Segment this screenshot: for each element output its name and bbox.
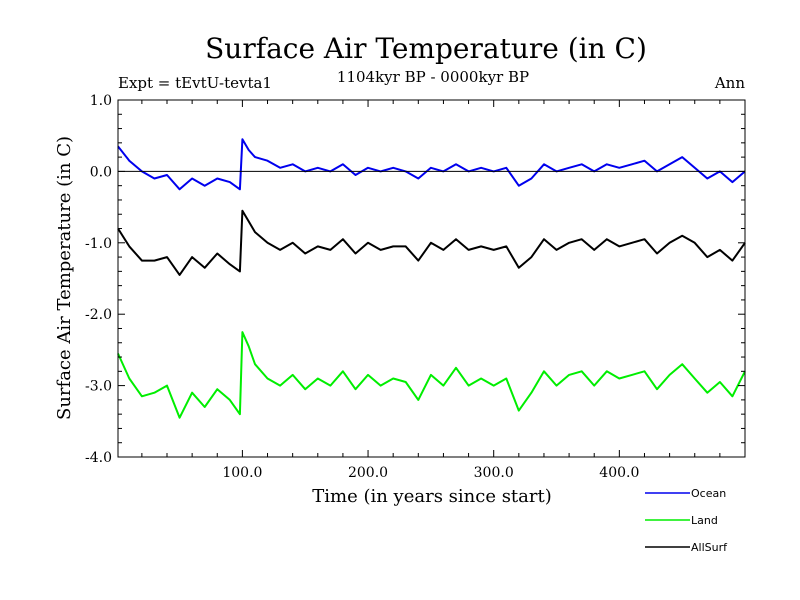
legend-label-allsurf: AllSurf [691, 541, 728, 554]
series-line-land [117, 331, 746, 419]
x-axis-label: Time (in years since start) [312, 486, 552, 507]
legend: Ocean Land AllSurf [645, 487, 728, 554]
y-tick-label: -3.0 [85, 379, 112, 395]
period-label: 1104kyr BP - 0000kyr BP [337, 68, 529, 86]
x-tick-label: 100.0 [222, 465, 262, 481]
y-tick-label: -2.0 [85, 307, 112, 323]
y-tick-label: 1.0 [90, 93, 112, 109]
y-axis-label: Surface Air Temperature (in C) [54, 136, 75, 420]
series-line-ocean [117, 138, 746, 191]
series-line-allsurf [117, 209, 746, 276]
y-tick-label: 0.0 [90, 164, 112, 180]
series-layer [117, 138, 746, 419]
y-tick-label: -1.0 [85, 236, 112, 252]
x-tick-label: 300.0 [474, 465, 514, 481]
legend-label-ocean: Ocean [691, 487, 726, 500]
x-tick-label: 400.0 [599, 465, 639, 481]
plot-frame [117, 99, 746, 458]
legend-label-land: Land [691, 514, 718, 527]
ticks-layer: 100.0 200.0 300.0 400.0 1.0 0.0 -1.0 -2.0 -3.0 -4… [85, 93, 745, 481]
chart-title: Surface Air Temperature (in C) [205, 32, 647, 65]
experiment-label: Expt = tEvtU-tevta1 [118, 74, 272, 92]
y-tick-label: -4.0 [85, 450, 112, 466]
x-tick-label: 200.0 [348, 465, 388, 481]
season-label: Ann [714, 74, 745, 92]
